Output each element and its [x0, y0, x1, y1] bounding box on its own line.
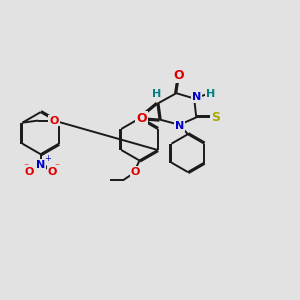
Text: ⁻: ⁻ — [54, 162, 59, 172]
Text: O: O — [130, 167, 140, 177]
Text: N: N — [175, 121, 184, 131]
Text: ⁻: ⁻ — [23, 162, 28, 172]
Text: N: N — [36, 160, 45, 170]
Text: O: O — [136, 112, 147, 125]
Text: O: O — [24, 167, 34, 177]
Text: O: O — [47, 167, 57, 177]
Text: +: + — [44, 154, 51, 163]
Text: O: O — [173, 69, 184, 82]
Text: S: S — [211, 111, 220, 124]
Text: H: H — [152, 89, 161, 99]
Text: O: O — [49, 116, 59, 126]
Text: H: H — [206, 89, 215, 99]
Text: N: N — [192, 92, 201, 102]
